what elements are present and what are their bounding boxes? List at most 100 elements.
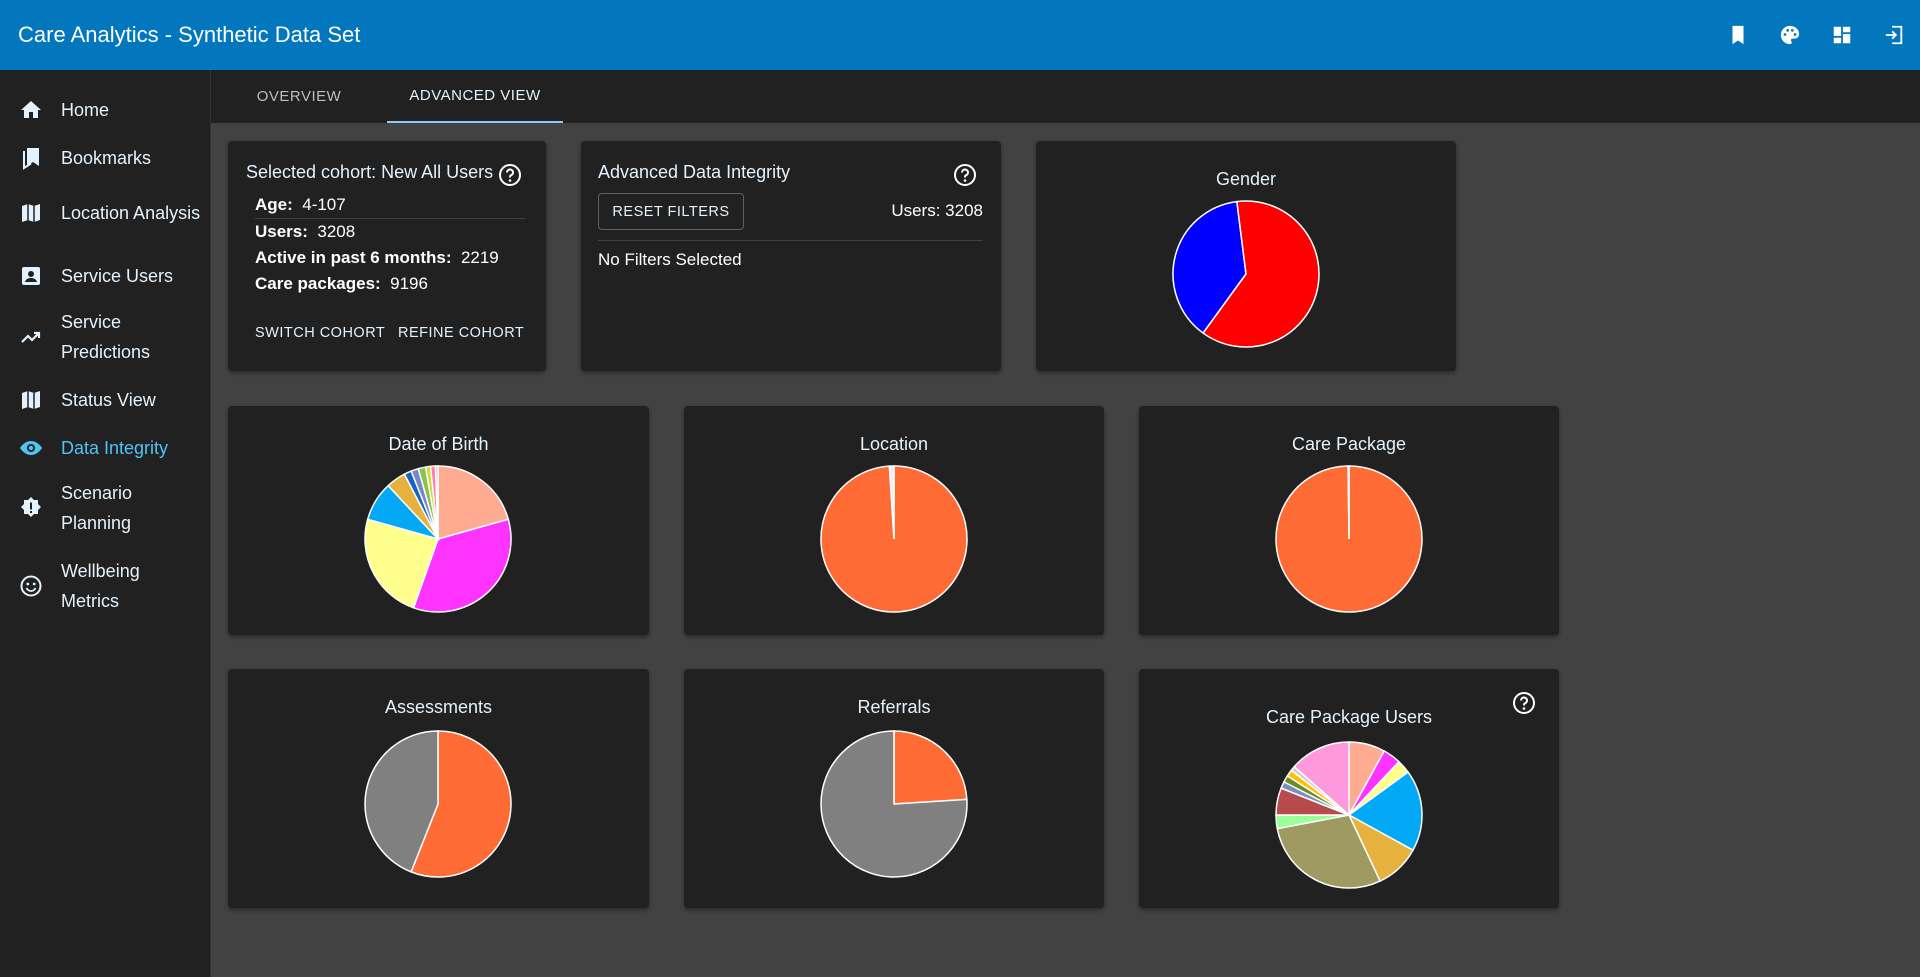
chart-card-date-of-birth: Date of Birth: [228, 406, 649, 635]
trending-up-icon: [18, 324, 44, 350]
assessments-pie-chart: [364, 730, 512, 878]
refine-cohort-button[interactable]: REFINE COHORT: [398, 325, 525, 341]
chart-card-location: Location: [684, 406, 1104, 635]
pie-slice[interactable]: [1172, 200, 1247, 335]
sidebar-item-wellbeing-metrics[interactable]: Wellbeing Metrics: [0, 555, 211, 617]
pie-slice[interactable]: [1347, 771, 1423, 852]
logout-icon[interactable]: [1868, 0, 1920, 70]
help-icon[interactable]: [1512, 691, 1536, 715]
sidebar: Home Bookmarks Location Analysis Service…: [0, 70, 211, 977]
cohort-active-value: 2219: [460, 248, 499, 267]
help-icon[interactable]: [953, 163, 977, 187]
divider: [598, 240, 983, 241]
chart-card-assessments: Assessments: [228, 669, 649, 908]
app-bar-actions: [1712, 0, 1920, 70]
chart-card-care-package-users: Care Package Users: [1139, 669, 1559, 908]
tab-overview[interactable]: OVERVIEW: [256, 88, 342, 105]
sidebar-item-label: Bookmarks: [61, 148, 152, 168]
badge-alert-icon: [18, 495, 44, 521]
map-icon: [18, 200, 44, 226]
pie-slice[interactable]: [364, 518, 439, 609]
app-bar: Care Analytics - Synthetic Data Set: [0, 0, 1920, 70]
dashboard-icon[interactable]: [1816, 0, 1868, 70]
care-package-users-pie-chart: [1275, 741, 1423, 889]
sidebar-item-service-predictions[interactable]: Service Predictions: [0, 306, 211, 368]
pie-slice[interactable]: [410, 730, 512, 878]
sidebar-item-home[interactable]: Home: [0, 92, 211, 128]
pie-slice[interactable]: [1276, 814, 1382, 889]
cohort-active-label: Active in past 6 months:: [255, 248, 452, 267]
chart-card-care-package: Care Package: [1139, 406, 1559, 635]
cohort-active-row: Active in past 6 months: 2219: [255, 248, 499, 268]
sidebar-item-scenario-planning[interactable]: Scenario Planning: [0, 477, 211, 539]
pie-slice[interactable]: [1347, 465, 1350, 540]
date-of-birth-pie-chart: [364, 465, 512, 613]
cohort-users-value: 3208: [317, 222, 356, 241]
cohort-age-row: Age: 4-107: [255, 195, 346, 215]
sidebar-item-label: Home: [61, 100, 110, 120]
integrity-users-count: Users: 3208: [891, 201, 983, 220]
cohort-users-label: Users:: [255, 222, 308, 241]
pie-slice[interactable]: [434, 465, 439, 540]
chart-title: Care Package Users: [1265, 707, 1433, 727]
pie-slice[interactable]: [893, 730, 968, 805]
home-icon: [18, 97, 44, 123]
care-package-pie-chart: [1275, 465, 1423, 613]
pie-slice[interactable]: [364, 730, 439, 873]
chart-title: Date of Birth: [388, 434, 489, 454]
sidebar-item-label: Location Analysis: [61, 203, 201, 223]
data-integrity-card: Advanced Data Integrity RESET FILTERS Us…: [581, 141, 1001, 371]
cohort-packages-label: Care packages:: [255, 274, 381, 293]
smile-icon: [18, 573, 44, 599]
contact-card-icon: [18, 263, 44, 289]
gender-pie-chart: [1172, 200, 1320, 348]
palette-icon[interactable]: [1764, 0, 1816, 70]
pie-slice[interactable]: [412, 518, 512, 613]
divider: [255, 218, 525, 219]
sidebar-item-label: Service Predictions: [61, 312, 151, 362]
filters-status: No Filters Selected: [598, 250, 742, 269]
sidebar-item-label: Service Users: [61, 266, 174, 286]
chart-card-gender: Gender: [1036, 141, 1456, 371]
pie-slice[interactable]: [1202, 200, 1320, 348]
pie-slice[interactable]: [888, 465, 895, 540]
sidebar-item-label: Wellbeing Metrics: [61, 561, 140, 611]
cohort-packages-row: Care packages: 9196: [255, 274, 428, 294]
cohort-card: Selected cohort: New All Users Age: 4-10…: [228, 141, 546, 371]
switch-cohort-button[interactable]: SWITCH COHORT: [255, 325, 386, 341]
sidebar-item-status-view[interactable]: Status View: [0, 382, 211, 418]
sidebar-item-label: Data Integrity: [61, 438, 169, 458]
tab-bar: OVERVIEW ADVANCED VIEW: [211, 70, 1920, 123]
sidebar-item-label: Status View: [61, 390, 156, 410]
integrity-title: Advanced Data Integrity: [598, 162, 791, 182]
sidebar-item-service-users[interactable]: Service Users: [0, 258, 211, 294]
referrals-pie-chart: [820, 730, 968, 878]
sidebar-item-bookmarks[interactable]: Bookmarks: [0, 140, 211, 176]
sidebar-item-location-analysis[interactable]: Location Analysis: [0, 182, 211, 244]
app-title: Care Analytics - Synthetic Data Set: [18, 22, 361, 47]
chart-card-referrals: Referrals: [684, 669, 1104, 908]
cohort-packages-value: 9196: [390, 274, 428, 293]
chart-title: Assessments: [384, 697, 493, 717]
cohort-users-row: Users: 3208: [255, 222, 355, 242]
reset-filters-button[interactable]: RESET FILTERS: [598, 193, 744, 230]
chart-title: Location: [859, 434, 929, 454]
bookmarks-icon: [18, 145, 44, 171]
cohort-age-value: 4-107: [302, 195, 346, 214]
help-icon[interactable]: [498, 163, 522, 187]
cohort-age-label: Age:: [255, 195, 293, 214]
pie-slice[interactable]: [437, 465, 510, 540]
chart-title: Care Package: [1291, 434, 1407, 454]
chart-title: Gender: [1215, 169, 1277, 189]
bookmark-icon[interactable]: [1712, 0, 1764, 70]
location-pie-chart: [820, 465, 968, 613]
map-icon: [18, 387, 44, 413]
eye-icon: [18, 435, 44, 461]
cohort-title: Selected cohort: New All Users: [246, 162, 494, 182]
sidebar-item-data-integrity[interactable]: Data Integrity: [0, 430, 211, 466]
sidebar-item-label: Scenario Planning: [61, 483, 133, 533]
pie-slice[interactable]: [1293, 741, 1350, 817]
chart-title: Referrals: [857, 697, 931, 717]
tab-advanced-view[interactable]: ADVANCED VIEW: [387, 70, 563, 123]
pie-slice[interactable]: [820, 730, 968, 878]
